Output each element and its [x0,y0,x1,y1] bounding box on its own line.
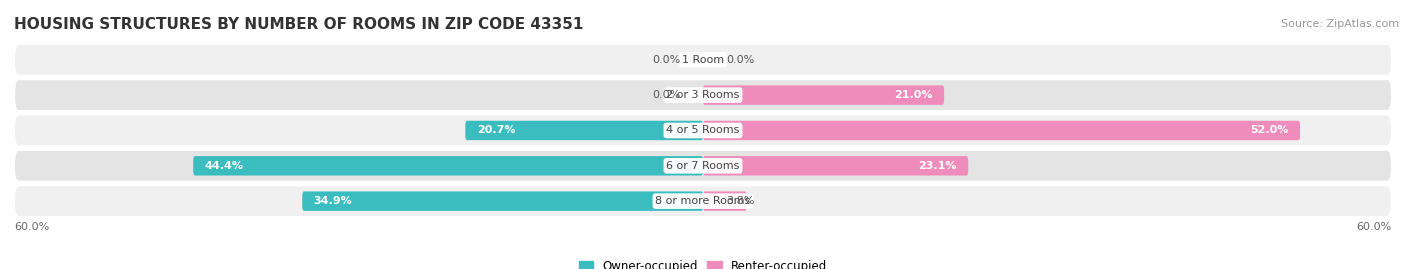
Text: 44.4%: 44.4% [205,161,243,171]
FancyBboxPatch shape [14,185,1392,217]
Text: 20.7%: 20.7% [477,125,515,136]
Text: 34.9%: 34.9% [314,196,353,206]
FancyBboxPatch shape [703,156,969,175]
FancyBboxPatch shape [193,156,703,175]
FancyBboxPatch shape [14,44,1392,76]
FancyBboxPatch shape [703,192,747,211]
FancyBboxPatch shape [465,121,703,140]
FancyBboxPatch shape [302,192,703,211]
Text: 8 or more Rooms: 8 or more Rooms [655,196,751,206]
Text: 3.8%: 3.8% [725,196,755,206]
Legend: Owner-occupied, Renter-occupied: Owner-occupied, Renter-occupied [574,255,832,269]
Text: 0.0%: 0.0% [652,90,681,100]
FancyBboxPatch shape [14,79,1392,111]
Text: Source: ZipAtlas.com: Source: ZipAtlas.com [1281,19,1399,29]
Text: 52.0%: 52.0% [1250,125,1289,136]
FancyBboxPatch shape [14,115,1392,146]
Text: 6 or 7 Rooms: 6 or 7 Rooms [666,161,740,171]
Text: 23.1%: 23.1% [918,161,956,171]
Text: 60.0%: 60.0% [1357,222,1392,232]
Text: 2 or 3 Rooms: 2 or 3 Rooms [666,90,740,100]
FancyBboxPatch shape [14,150,1392,182]
FancyBboxPatch shape [703,121,1301,140]
Text: 4 or 5 Rooms: 4 or 5 Rooms [666,125,740,136]
Text: 0.0%: 0.0% [725,55,754,65]
Text: HOUSING STRUCTURES BY NUMBER OF ROOMS IN ZIP CODE 43351: HOUSING STRUCTURES BY NUMBER OF ROOMS IN… [14,17,583,32]
Text: 0.0%: 0.0% [652,55,681,65]
Text: 1 Room: 1 Room [682,55,724,65]
Text: 60.0%: 60.0% [14,222,49,232]
FancyBboxPatch shape [703,85,945,105]
Text: 21.0%: 21.0% [894,90,932,100]
